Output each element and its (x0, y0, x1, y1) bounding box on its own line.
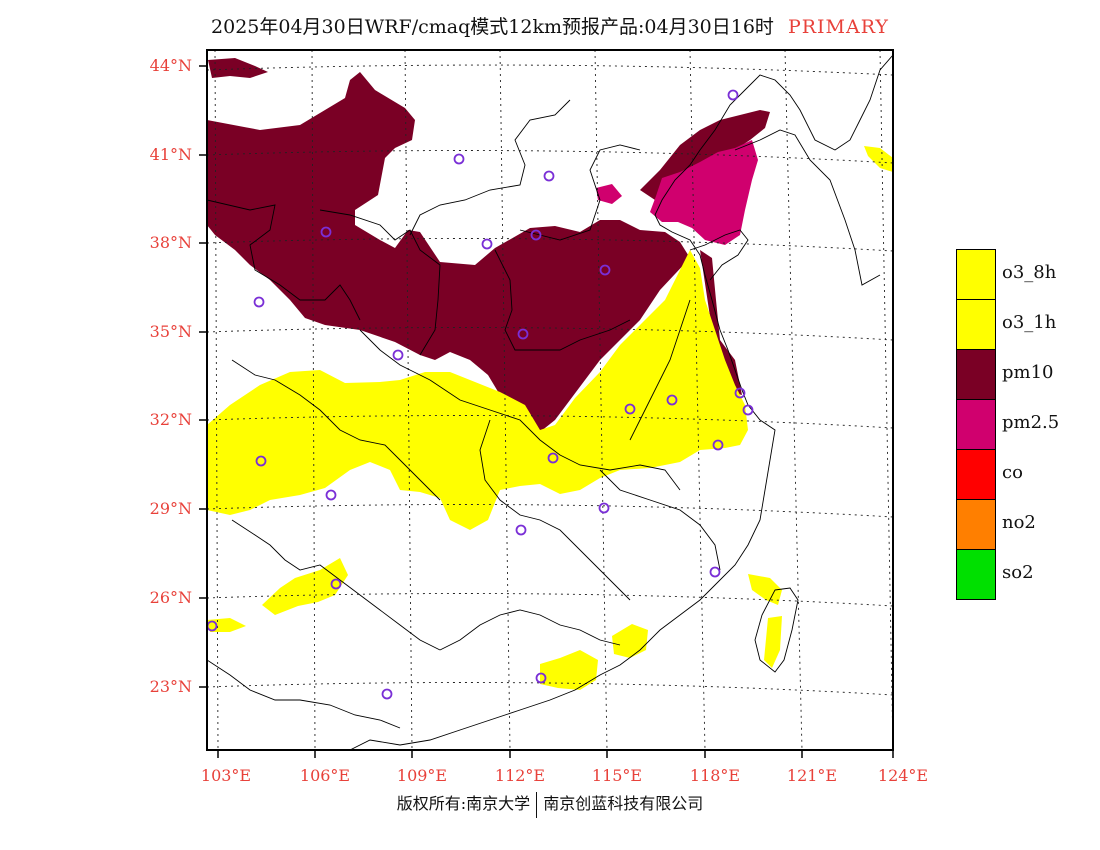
station-marker (381, 688, 393, 700)
pm25-north (596, 184, 622, 204)
pm10-region (207, 72, 690, 432)
province-line-3 (409, 99, 571, 236)
axis-ticks (199, 65, 894, 758)
station-marker (325, 489, 337, 501)
province-line-13 (629, 299, 691, 441)
province-line-11 (439, 609, 621, 651)
legend-label: no2 (1002, 512, 1036, 533)
copyright-separator (536, 791, 538, 818)
station-marker (535, 672, 547, 684)
legend-label: co (1002, 462, 1023, 483)
station-marker (253, 296, 265, 308)
copyright: 版权所有:南京大学 南京创蓝科技有限公司 (0, 790, 1100, 818)
copyright-right: 南京创蓝科技有限公司 (543, 794, 704, 813)
o3-region (207, 250, 748, 530)
copyright-left: 版权所有:南京大学 (396, 794, 531, 813)
province-line-4 (494, 249, 631, 351)
lat-label-23n: 23°N (149, 677, 192, 696)
lat-label-29n: 29°N (149, 499, 192, 518)
legend-swatch (956, 249, 996, 300)
o3-sw-patch (262, 558, 348, 615)
legend-label: o3_1h (1002, 312, 1057, 333)
legend-swatch (956, 349, 996, 400)
lon-label-112e: 112°E (494, 766, 546, 785)
province-line-7 (231, 359, 441, 501)
station-marker (517, 328, 529, 340)
map-frame (206, 49, 894, 751)
o3-fujian-patch (612, 624, 648, 658)
station-marker (543, 170, 555, 182)
lon-label-109e: 109°E (396, 766, 448, 785)
station-marker (320, 226, 332, 238)
lon-label-103e: 103°E (200, 766, 252, 785)
lat-label-38n: 38°N (149, 233, 192, 252)
liaodong-coast (734, 129, 881, 286)
lat-label-41n: 41°N (149, 145, 192, 164)
map-content (207, 50, 893, 750)
station-marker (598, 502, 610, 514)
boundaries (207, 54, 893, 750)
station-marker (530, 229, 542, 241)
station-marker (515, 524, 527, 536)
province-line-6 (359, 329, 681, 491)
station-marker (727, 89, 739, 101)
lon-label-115e: 115°E (591, 766, 643, 785)
station-marker (624, 403, 636, 415)
station-marker (709, 566, 721, 578)
legend-swatch (956, 499, 996, 550)
lon-label-121e: 121°E (786, 766, 838, 785)
station-marker (547, 452, 559, 464)
province-line-12 (207, 659, 401, 729)
lat-label-32n: 32°N (149, 410, 192, 429)
legend-label: pm10 (1002, 362, 1054, 383)
lon-label-124e: 124°E (877, 766, 929, 785)
province-line-10 (231, 519, 441, 651)
pm25-region (650, 140, 758, 245)
pm10-top-strip (208, 58, 268, 78)
o3-taiwan-strip (764, 616, 782, 668)
province-line-1 (207, 199, 361, 321)
station-marker (453, 153, 465, 165)
province-line-2 (319, 209, 441, 356)
legend-label: so2 (1002, 562, 1034, 583)
station-marker (712, 439, 724, 451)
map-title: 2025年04月30日WRF/cmaq模式12km预报产品:04月30日16时 P… (0, 12, 1100, 39)
station-marker (734, 387, 746, 399)
o3-ne-corner (864, 146, 893, 172)
coastline (349, 54, 893, 750)
station-markers (207, 89, 754, 700)
legend-swatch (956, 449, 996, 500)
station-marker (481, 238, 493, 250)
legend-label: o3_8h (1002, 262, 1057, 283)
station-marker (255, 455, 267, 467)
legend-swatch (956, 399, 996, 450)
station-marker (666, 394, 678, 406)
title-variant: PRIMARY (787, 16, 889, 38)
lat-label-26n: 26°N (149, 588, 192, 607)
lon-label-118e: 118°E (689, 766, 741, 785)
lon-label-106e: 106°E (299, 766, 351, 785)
shandong-coast (689, 229, 749, 281)
province-line-5 (519, 144, 641, 241)
station-marker (392, 349, 404, 361)
legend-label: pm2.5 (1002, 412, 1060, 433)
taiwan-coast (754, 587, 799, 673)
province-line-9 (599, 469, 721, 571)
title-text: 2025年04月30日WRF/cmaq模式12km预报产品:04月30日16时 (211, 16, 774, 38)
lat-label-44n: 44°N (149, 56, 192, 75)
station-marker (330, 578, 342, 590)
station-marker (742, 404, 754, 416)
o3-south-patch (540, 650, 598, 690)
o3-taiwan-patch (748, 574, 782, 605)
station-marker (599, 264, 611, 276)
province-line-8 (479, 419, 631, 601)
legend-swatch (956, 549, 996, 600)
lat-label-35n: 35°N (149, 322, 192, 341)
legend-swatch (956, 299, 996, 350)
